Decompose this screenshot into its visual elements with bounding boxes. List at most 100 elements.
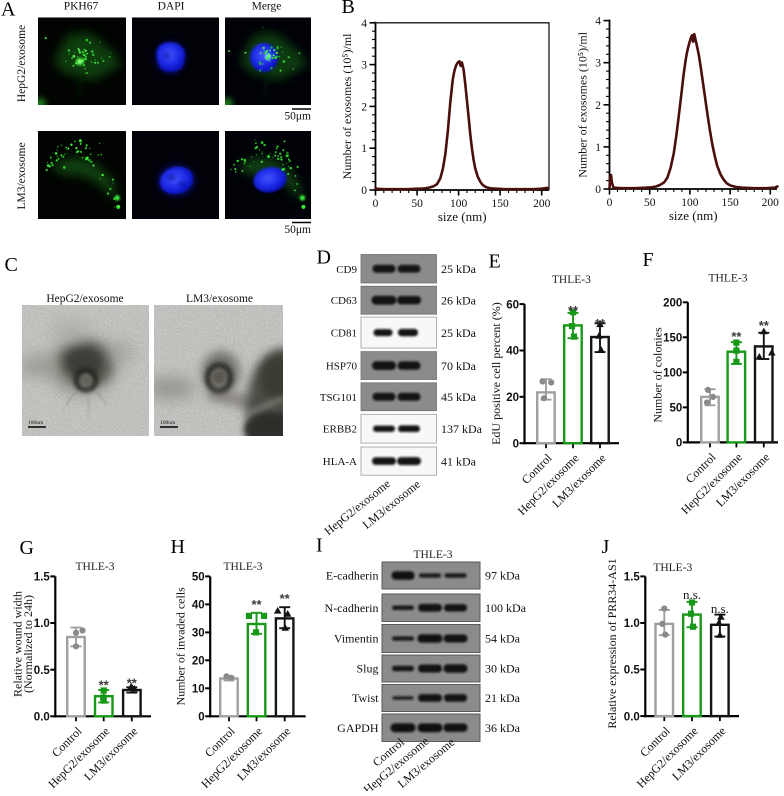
svg-text:200: 200 [533,198,551,210]
svg-text:CD9: CD9 [336,264,357,276]
svg-text:THLE-3: THLE-3 [709,273,748,285]
svg-text:n.s.: n.s. [683,587,701,602]
svg-text:THLE-3: THLE-3 [653,562,692,574]
svg-text:25 kDa: 25 kDa [441,262,477,276]
svg-text:4: 4 [361,18,367,30]
svg-text:45 kDa: 45 kDa [441,390,477,404]
svg-text:A: A [1,0,16,20]
svg-text:0: 0 [373,198,379,210]
svg-text:GAPDH: GAPDH [337,721,379,735]
svg-text:size (nm): size (nm) [438,209,487,224]
svg-text:**: ** [99,678,110,693]
svg-text:LM3/exosome: LM3/exosome [16,142,28,209]
svg-text:21 kDa: 21 kDa [485,691,521,705]
svg-text:F: F [643,249,654,271]
svg-text:40: 40 [192,600,205,612]
svg-text:0.5: 0.5 [624,665,641,677]
svg-text:20: 20 [506,392,519,404]
svg-text:HLA-A: HLA-A [323,456,357,468]
svg-text:100: 100 [663,368,682,380]
svg-text:C: C [5,254,18,276]
svg-text:1: 1 [361,143,367,155]
svg-text:50: 50 [670,403,683,415]
svg-text:150: 150 [663,333,682,345]
svg-text:**: ** [731,329,742,344]
svg-text:50: 50 [411,198,423,210]
svg-text:0: 0 [361,185,367,197]
svg-text:0: 0 [198,712,204,724]
svg-text:150: 150 [491,198,509,210]
svg-text:100nm: 100nm [160,420,176,426]
svg-text:n.s.: n.s. [711,601,729,616]
svg-text:50μm: 50μm [284,111,311,123]
svg-text:1.0: 1.0 [34,618,50,630]
svg-text:Twist: Twist [352,691,379,705]
svg-text:Number of exosomes (10⁵)/ml: Number of exosomes (10⁵)/ml [575,31,589,177]
svg-text:1: 1 [595,142,601,154]
svg-text:J: J [602,536,610,558]
svg-text:25 kDa: 25 kDa [441,326,477,340]
svg-text:(Normalized to 24h): (Normalized to 24h) [21,595,35,693]
svg-text:size (nm): size (nm) [669,208,718,223]
svg-text:50: 50 [644,197,656,209]
svg-text:ERBB2: ERBB2 [323,424,357,436]
svg-text:0.0: 0.0 [624,711,640,723]
svg-text:**: ** [251,597,262,612]
svg-text:0: 0 [595,184,601,196]
svg-text:G: G [20,537,34,559]
svg-text:CD63: CD63 [331,295,358,307]
svg-text:H: H [171,536,185,558]
svg-text:60: 60 [506,299,519,311]
svg-text:TSG101: TSG101 [320,392,357,404]
svg-text:3: 3 [595,58,601,70]
svg-text:137 kDa: 137 kDa [441,422,483,436]
svg-text:I: I [316,535,323,557]
svg-text:EdU positive cell percent (%): EdU positive cell percent (%) [489,302,503,445]
svg-text:CD81: CD81 [331,328,357,340]
svg-text:54 kDa: 54 kDa [485,632,521,646]
svg-text:E: E [489,251,501,273]
svg-text:0: 0 [607,197,613,209]
svg-text:70 kDa: 70 kDa [441,359,477,373]
svg-text:3: 3 [361,60,367,72]
svg-text:36 kDa: 36 kDa [485,721,521,735]
svg-text:N-cadherin: N-cadherin [325,601,379,615]
svg-text:Relative expression of PRR34-A: Relative expression of PRR34-AS1 [605,558,619,728]
svg-text:41 kDa: 41 kDa [441,454,477,468]
svg-text:THLE-3: THLE-3 [414,549,453,561]
svg-text:100: 100 [681,197,699,209]
svg-text:20: 20 [192,656,205,668]
svg-text:**: ** [127,676,138,691]
svg-text:2: 2 [595,100,601,112]
svg-text:D: D [317,247,331,269]
svg-text:HepG2/exosome: HepG2/exosome [16,25,28,102]
svg-text:1.5: 1.5 [34,572,51,584]
svg-text:HSP70: HSP70 [326,361,358,373]
svg-text:200: 200 [762,197,780,209]
svg-text:LM3/exosome: LM3/exosome [186,293,253,305]
svg-text:10: 10 [192,684,205,696]
svg-text:**: ** [759,318,770,333]
svg-text:1.5: 1.5 [624,572,641,584]
svg-text:Number of exosomes (10⁵)/ml: Number of exosomes (10⁵)/ml [340,33,354,179]
svg-text:1.0: 1.0 [624,618,640,630]
svg-text:0.5: 0.5 [34,665,51,677]
svg-text:HepG2/exosome: HepG2/exosome [46,293,123,305]
svg-text:Number of invaded cells: Number of invaded cells [173,587,187,706]
svg-text:Slug: Slug [356,662,378,676]
svg-text:THLE-3: THLE-3 [76,561,115,573]
svg-text:200: 200 [663,298,682,310]
svg-text:40: 40 [506,346,519,358]
svg-text:E-cadherin: E-cadherin [326,569,379,583]
svg-text:Number of colonies: Number of colonies [650,327,664,423]
svg-text:30: 30 [192,628,205,640]
svg-text:THLE-3: THLE-3 [552,274,591,286]
svg-text:0: 0 [676,438,682,450]
svg-text:0.0: 0.0 [34,712,50,724]
svg-text:DAPI: DAPI [158,1,185,13]
svg-text:100 kDa: 100 kDa [485,601,527,615]
svg-text:0: 0 [513,438,519,450]
svg-text:26 kDa: 26 kDa [441,293,477,307]
svg-text:**: ** [568,303,579,318]
svg-text:THLE-3: THLE-3 [224,561,263,573]
